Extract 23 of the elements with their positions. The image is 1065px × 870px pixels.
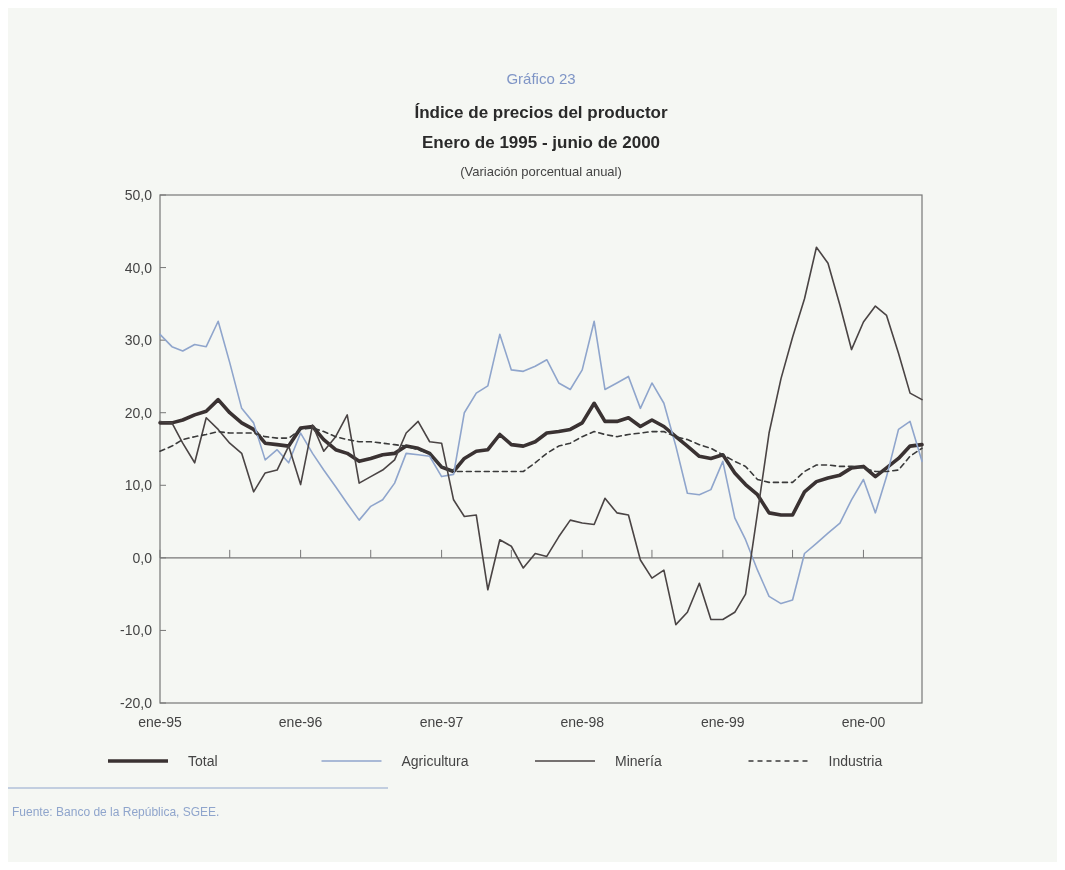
x-tick-label: ene-99 — [701, 714, 745, 730]
y-tick-label: 30,0 — [124, 332, 153, 349]
legend-label: Industria — [828, 753, 883, 769]
y-axis-title: (Variación porcentual anual) — [460, 164, 622, 179]
x-tick-label: ene-00 — [841, 714, 886, 730]
y-tick-label: -20,0 — [120, 695, 153, 711]
legend-label: Minería — [615, 753, 662, 769]
y-tick-label: 40,0 — [124, 259, 153, 276]
x-tick-label: ene-97 — [419, 714, 464, 730]
y-tick-label: 20,0 — [124, 404, 153, 421]
source-note: Fuente: Banco de la República, SGEE. — [12, 805, 220, 819]
legend-label: Agricultura — [401, 753, 469, 769]
y-tick-label: 10,0 — [124, 477, 153, 494]
x-tick-label: ene-95 — [138, 714, 183, 730]
chart-subtitle: Enero de 1995 - junio de 2000 — [421, 133, 661, 152]
chart-title: Índice de precios del productor — [414, 103, 668, 122]
x-tick-label: ene-98 — [560, 714, 605, 730]
x-tick-label: ene-96 — [278, 714, 323, 730]
y-tick-label: 50,0 — [124, 187, 153, 203]
legend-label: Total — [188, 753, 218, 769]
text: Gráfico 23 — [506, 70, 576, 87]
y-tick-label: 0,0 — [132, 549, 153, 566]
y-tick-label: -10,0 — [120, 622, 153, 639]
